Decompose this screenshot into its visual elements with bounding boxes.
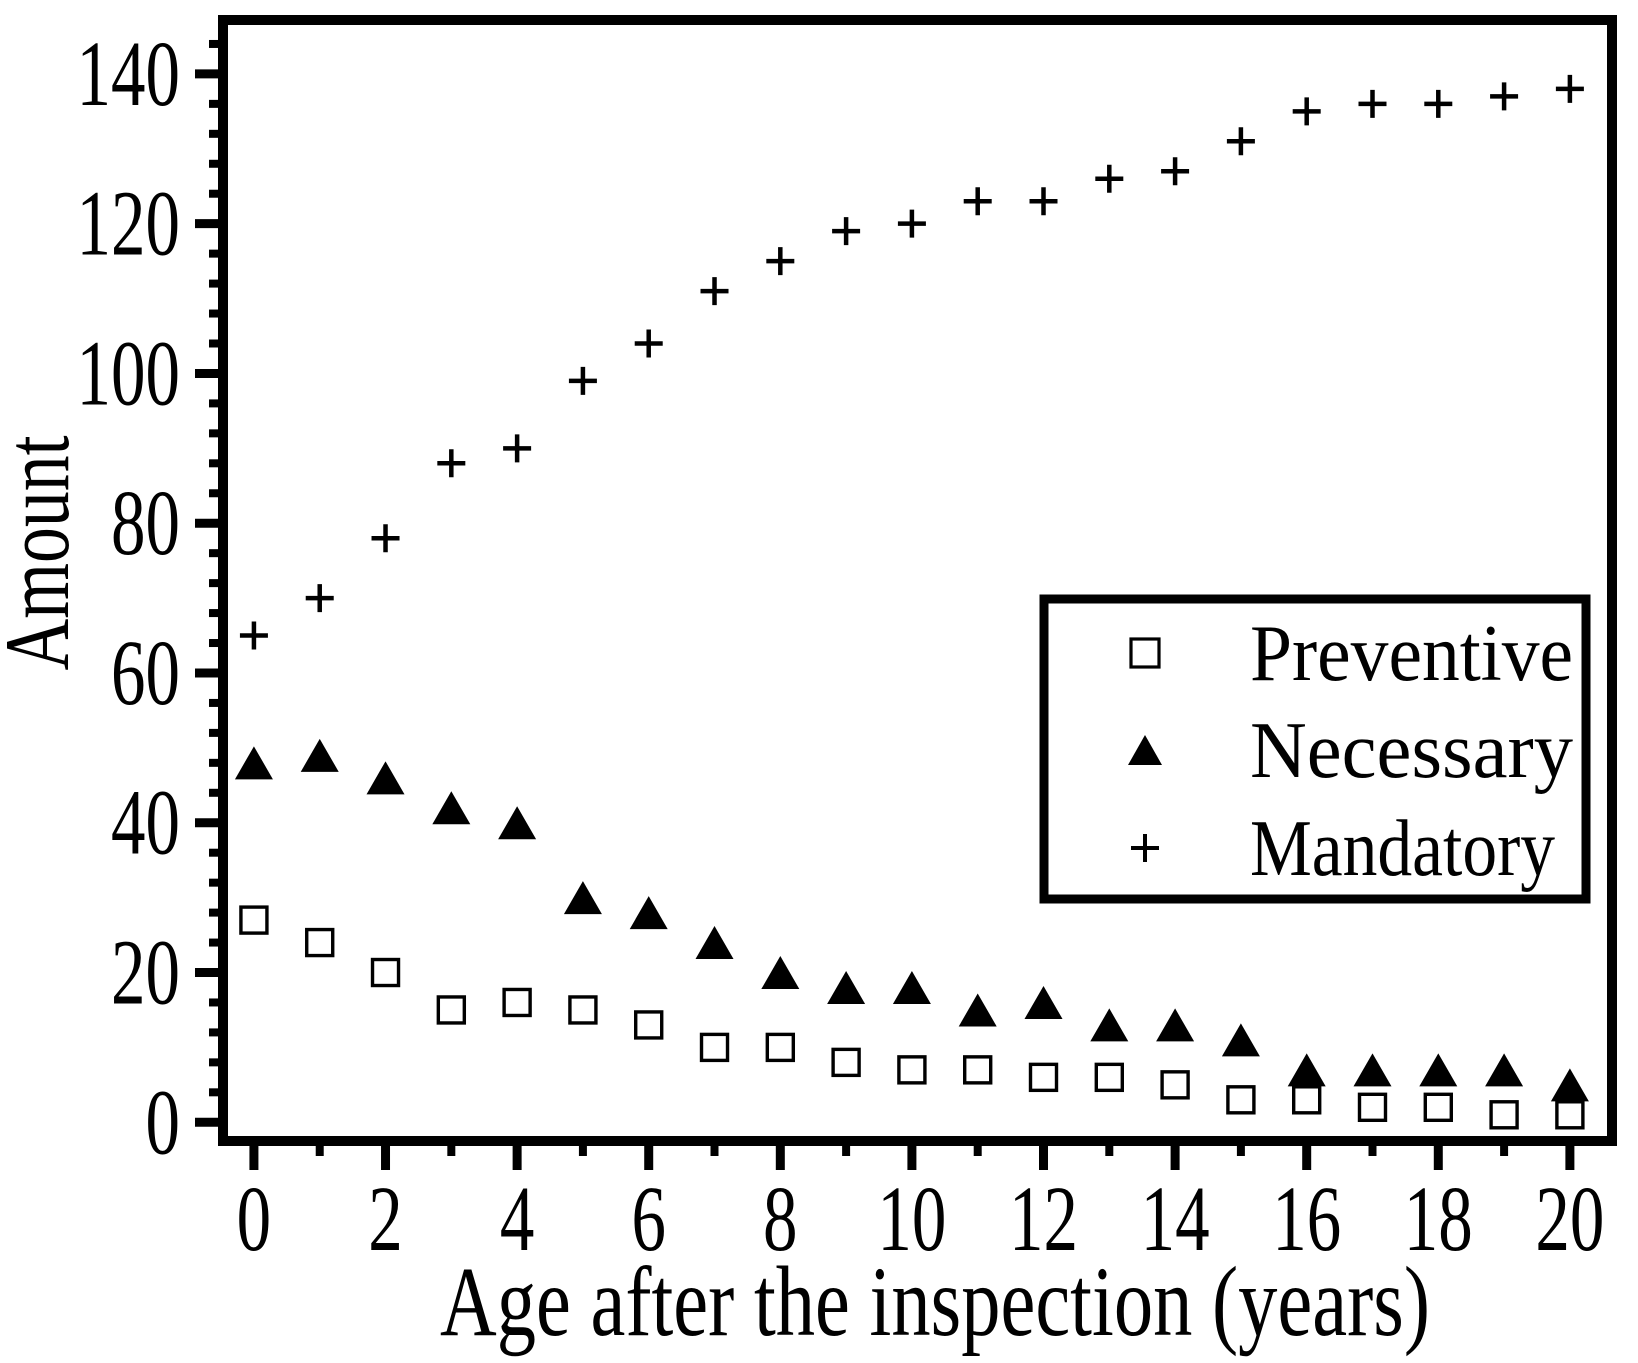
preventive-data-point: [1291, 1085, 1322, 1115]
preventive-data-point: [897, 1055, 927, 1085]
necessary-data-point: [366, 761, 405, 795]
y-tick-label: 100: [77, 322, 181, 425]
mandatory-plus-marker-icon: [1131, 834, 1159, 862]
preventive-data-point: [1160, 1070, 1190, 1100]
necessary-data-point: [1156, 1008, 1195, 1042]
necessary-data-point: [1485, 1053, 1524, 1087]
mandatory-data-point: [1292, 97, 1321, 126]
y-tick-label: 20: [111, 922, 180, 1025]
preventive-data-point: [568, 995, 598, 1025]
necessary-data-point: [761, 956, 800, 990]
preventive-data-point: [1423, 1092, 1453, 1123]
mandatory-data-point: [1555, 74, 1584, 103]
x-tick-label: 14: [1141, 1168, 1210, 1271]
mandatory-data-point: [1424, 89, 1453, 118]
necessary-data-point: [498, 806, 537, 840]
y-tick-label: 60: [111, 622, 180, 725]
necessary-data-point: [629, 896, 668, 930]
preventive-data-point: [239, 905, 269, 935]
preventive-data-point: [1226, 1085, 1256, 1115]
necessary-triangle-marker-icon: [1128, 735, 1162, 765]
necessary-data-point: [892, 970, 931, 1004]
data-points: [234, 74, 1589, 1130]
preventive-data-point: [305, 927, 335, 958]
preventive-data-point: [1489, 1100, 1519, 1130]
mandatory-data-point: [437, 449, 466, 478]
necessary-data-point: [1550, 1068, 1589, 1102]
necessary-data-point: [695, 926, 734, 960]
necessary-data-point: [1090, 1008, 1129, 1042]
mandatory-data-point: [239, 621, 268, 650]
necessary-data-point: [1353, 1053, 1392, 1087]
necessary-data-point: [1221, 1023, 1260, 1057]
preventive-data-point: [502, 987, 532, 1018]
mandatory-data-point: [1490, 82, 1519, 111]
x-tick-label: 20: [1535, 1168, 1604, 1271]
mandatory-data-point: [897, 209, 926, 238]
necessary-data-point: [827, 970, 866, 1004]
x-tick-label: 12: [1009, 1168, 1078, 1271]
x-tick-label: 10: [877, 1168, 946, 1271]
legend-label-mandatory: Mandatory: [1250, 805, 1555, 893]
mandatory-data-point: [1226, 127, 1255, 156]
mandatory-data-point: [371, 524, 400, 553]
preventive-data-point: [1028, 1062, 1059, 1093]
necessary-data-point: [432, 791, 471, 825]
preventive-data-point: [1555, 1100, 1585, 1130]
necessary-data-point: [234, 746, 273, 780]
mandatory-data-point: [1358, 89, 1387, 118]
preventive-data-point: [436, 995, 467, 1025]
plot-frame: [218, 15, 1617, 1146]
y-tick-label: 40: [111, 772, 180, 875]
preventive-data-point: [765, 1032, 796, 1063]
mandatory-data-point: [832, 217, 861, 246]
mandatory-data-point: [963, 187, 992, 216]
legend: Preventive Necessary Mandatory: [1039, 594, 1591, 904]
necessary-data-point: [300, 738, 339, 772]
y-axis-title: Amount: [0, 435, 88, 670]
y-tick-label: 120: [77, 173, 181, 276]
y-tick-label: 0: [146, 1071, 181, 1174]
x-tick-label: 6: [631, 1168, 666, 1271]
x-tick-label: 4: [500, 1168, 535, 1271]
x-tick-label: 16: [1272, 1168, 1341, 1271]
x-tick-label: 8: [763, 1168, 798, 1271]
legend-label-necessary: Necessary: [1250, 707, 1573, 795]
mandatory-data-point: [568, 366, 597, 395]
necessary-data-point: [1287, 1053, 1326, 1087]
necessary-data-point: [1419, 1053, 1458, 1087]
x-axis-title: Age after the inspection (years): [440, 1246, 1430, 1357]
mandatory-data-point: [305, 584, 334, 613]
preventive-data-point: [1357, 1092, 1388, 1123]
preventive-data-point: [963, 1055, 993, 1085]
legend-box: [1039, 594, 1591, 904]
preventive-data-point: [634, 1010, 664, 1040]
preventive-data-point: [699, 1032, 730, 1063]
mandatory-data-point: [503, 434, 532, 463]
necessary-data-point: [958, 993, 997, 1027]
necessary-data-point: [1024, 985, 1063, 1019]
x-tick-label: 0: [237, 1168, 272, 1271]
preventive-data-point: [1094, 1062, 1125, 1093]
x-tick-label: 18: [1404, 1168, 1473, 1271]
mandatory-data-point: [1161, 157, 1190, 186]
preventive-data-point: [370, 957, 401, 988]
necessary-data-point: [563, 881, 602, 915]
x-tick-label: 2: [368, 1168, 403, 1271]
mandatory-data-point: [634, 329, 663, 358]
mandatory-data-point: [1029, 187, 1058, 216]
preventive-data-point: [831, 1047, 861, 1078]
mandatory-data-point: [700, 277, 729, 306]
mandatory-data-point: [766, 247, 795, 276]
y-tick-label: 140: [77, 23, 181, 126]
legend-label-preventive: Preventive: [1250, 610, 1573, 698]
preventive-square-marker-icon: [1129, 637, 1161, 669]
y-tick-label: 80: [111, 472, 180, 575]
mandatory-data-point: [1095, 164, 1124, 193]
